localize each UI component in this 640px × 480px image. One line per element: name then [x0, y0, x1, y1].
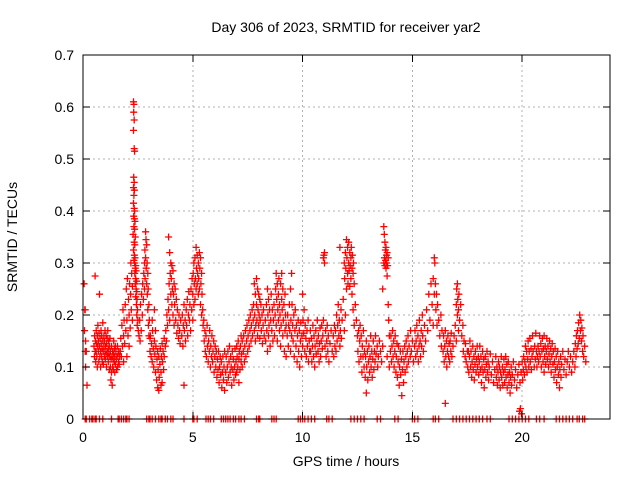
x-tick-label: 15: [405, 429, 421, 445]
axis-tick-labels: 0 5 10 15 20 0 0.1 0.2 0.3 0.4 0.5 0.6 0.7: [55, 47, 531, 445]
y-tick-label: 0: [66, 411, 74, 427]
chart-title: Day 306 of 2023, SRMTID for receiver yar…: [211, 19, 480, 35]
x-tick-label: 0: [79, 429, 87, 445]
x-axis-label: GPS time / hours: [293, 453, 400, 469]
y-tick-label: 0.4: [55, 203, 75, 219]
y-tick-label: 0.2: [55, 307, 75, 323]
y-tick-label: 0.6: [55, 99, 75, 115]
plot-border: [82, 54, 611, 420]
y-tick-label: 0.5: [55, 151, 75, 167]
series-SRMTID: [80, 98, 590, 423]
y-tick-label: 0.3: [55, 255, 75, 271]
x-tick-label: 20: [514, 429, 530, 445]
x-tick-label: 10: [295, 429, 311, 445]
axis-ticks: [82, 54, 610, 420]
y-axis-label: SRMTID / TECUs: [4, 182, 20, 292]
scatter-points: [80, 98, 590, 423]
gridlines: [83, 55, 610, 419]
y-tick-label: 0.7: [55, 47, 75, 63]
x-tick-label: 5: [189, 429, 197, 445]
y-tick-label: 0.1: [55, 359, 75, 375]
